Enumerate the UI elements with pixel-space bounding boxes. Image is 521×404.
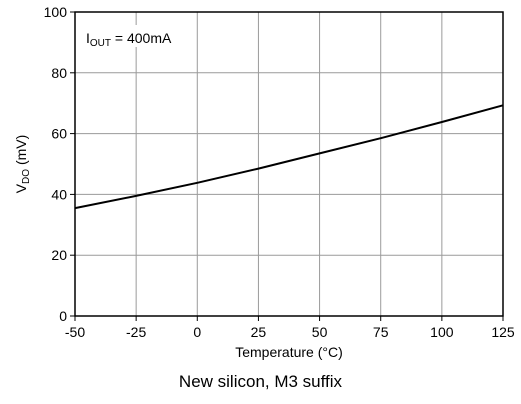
- y-tick-label: 0: [59, 308, 67, 324]
- x-tick-label: 50: [312, 324, 328, 340]
- chart: -50 -25 0 25 50 75 100 125 0 20 40 60 80 100 IOUT = 4…: [13, 4, 515, 360]
- y-label-main: V: [13, 183, 29, 193]
- y-tick-label: 40: [51, 186, 67, 202]
- x-tick-label: 25: [251, 324, 267, 340]
- x-tick-label: 75: [373, 324, 389, 340]
- y-axis-label: VDO (mV): [13, 135, 32, 194]
- y-tick-label: 20: [51, 247, 67, 263]
- y-tick-label: 100: [44, 4, 68, 20]
- annotation-rest: = 400mA: [111, 30, 172, 46]
- svg-text:IOUT = 400mA: IOUT = 400mA: [86, 30, 172, 49]
- x-tick-label: 100: [430, 324, 454, 340]
- plot-area: [75, 12, 503, 316]
- y-tick-label: 60: [51, 126, 67, 142]
- x-tick-label: -25: [126, 324, 146, 340]
- x-tick-label: 0: [193, 324, 201, 340]
- y-label-sub: DO: [21, 169, 32, 184]
- annotation-main: I: [86, 30, 90, 46]
- plot-frame: [74, 11, 504, 317]
- annotation-sub: OUT: [90, 38, 111, 49]
- series-line: [74, 104, 504, 210]
- y-tick-label: 80: [51, 65, 67, 81]
- annotation: IOUT = 400mA: [80, 25, 183, 49]
- figure-caption: New silicon, M3 suffix: [178, 372, 343, 391]
- y-label-rest: (mV): [13, 135, 29, 169]
- x-tick-label: -50: [65, 324, 85, 340]
- x-tick-label: 125: [491, 324, 515, 340]
- x-axis-label: Temperature (°C): [235, 344, 343, 360]
- ticks: -50 -25 0 25 50 75 100 125 0 20 40 60 80 100: [44, 4, 515, 340]
